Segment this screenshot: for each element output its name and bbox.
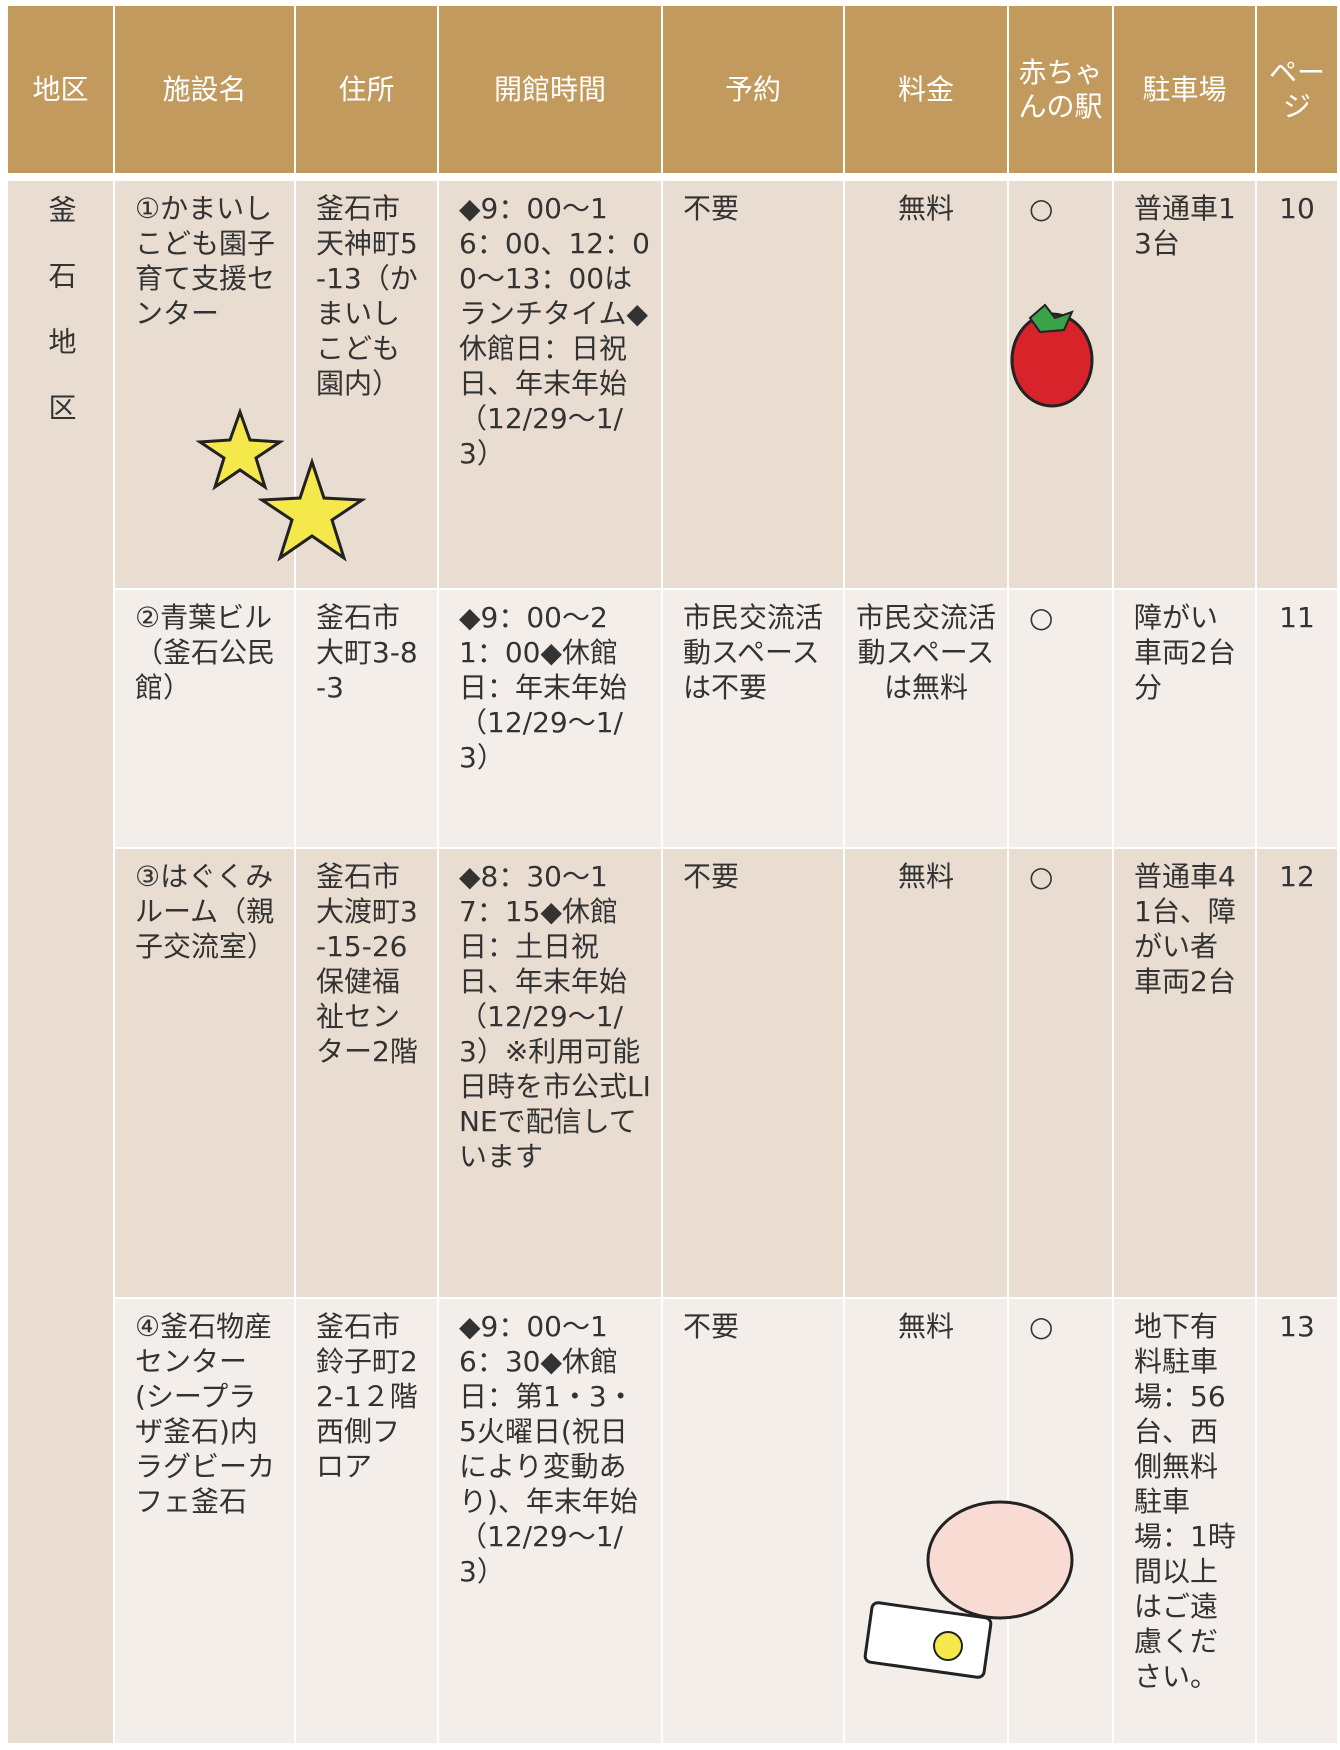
table-cell: ○ <box>1009 1299 1112 1743</box>
table-cell: 障がい車両2台分 <box>1114 590 1255 847</box>
table-cell: 12 <box>1257 849 1337 1297</box>
table-cell: 釜石市大町3-8-3 <box>296 590 437 847</box>
table-cell: ①かまいしこども園子育て支援センター <box>115 181 294 588</box>
table-cell: 普通車41台、障がい者車両2台 <box>1114 849 1255 1297</box>
table-cell: 不要 <box>663 849 843 1297</box>
table-cell: ◆9：00～16：30◆休館日：第1・3・5火曜日(祝日により変動あり)、年末年… <box>439 1299 661 1743</box>
column-header: 赤ちゃんの駅 <box>1009 6 1112 173</box>
table-cell: ◆9：00～16：00、12：00～13：00はランチタイム◆休館日：日祝日、年… <box>439 181 661 588</box>
column-header: 料金 <box>845 6 1007 173</box>
facility-table: 地区 施設名 住所 開館時間 予約 料金 赤ちゃんの駅 駐車場 ページ釜石地区 ①かまいしこども園… <box>8 6 1338 1750</box>
table-cell: 普通車13台 <box>1114 181 1255 588</box>
column-header: 開館時間 <box>439 6 661 173</box>
table-cell: 無料 <box>845 181 1007 588</box>
table-cell: 釜石市天神町5-13（かまいしこども園内） <box>296 181 437 588</box>
column-header: 駐車場 <box>1114 6 1255 173</box>
table-cell: ○ <box>1009 849 1112 1297</box>
district-cell: 釜石地区 <box>8 181 113 1743</box>
table-cell: ◆9：00～21：00◆休館日：年末年始（12/29～1/3） <box>439 590 661 847</box>
table-cell: 13 <box>1257 1299 1337 1743</box>
district-label: 釜石地区 <box>44 195 78 459</box>
table-cell: ◆8：30～17：15◆休館日：土日祝日、年末年始（12/29～1/3）※利用可… <box>439 849 661 1297</box>
table-cell: 11 <box>1257 590 1337 847</box>
table-cell: ④釜石物産センター(シープラザ釜石)内ラグビーカフェ釜石 <box>115 1299 294 1743</box>
table-cell: 無料 <box>845 849 1007 1297</box>
table-cell: 不要 <box>663 181 843 588</box>
table-cell: 不要 <box>663 1299 843 1743</box>
column-header: 施設名 <box>115 6 294 173</box>
table-cell: 市民交流活動スペースは不要 <box>663 590 843 847</box>
table-cell: ○ <box>1009 590 1112 847</box>
table-cell: 市民交流活動スペースは無料 <box>845 590 1007 847</box>
column-header: 住所 <box>296 6 437 173</box>
table-cell: ②青葉ビル（釜石公民館） <box>115 590 294 847</box>
table-cell: 地下有料駐車場：56台、西側無料駐車場：1時間以上はご遠慮ください。 <box>1114 1299 1255 1743</box>
column-header: 予約 <box>663 6 843 173</box>
table-cell: ○ <box>1009 181 1112 588</box>
table-cell: 釜石市大渡町3-15-26保健福祉センター2階 <box>296 849 437 1297</box>
column-header: ページ <box>1257 6 1337 173</box>
table-cell: 10 <box>1257 181 1337 588</box>
table-cell: 釜石市鈴子町22-1２階西側フロア <box>296 1299 437 1743</box>
table-cell: 無料 <box>845 1299 1007 1743</box>
column-header: 地区 <box>8 6 113 173</box>
table-cell: ③はぐくみルーム（親子交流室） <box>115 849 294 1297</box>
